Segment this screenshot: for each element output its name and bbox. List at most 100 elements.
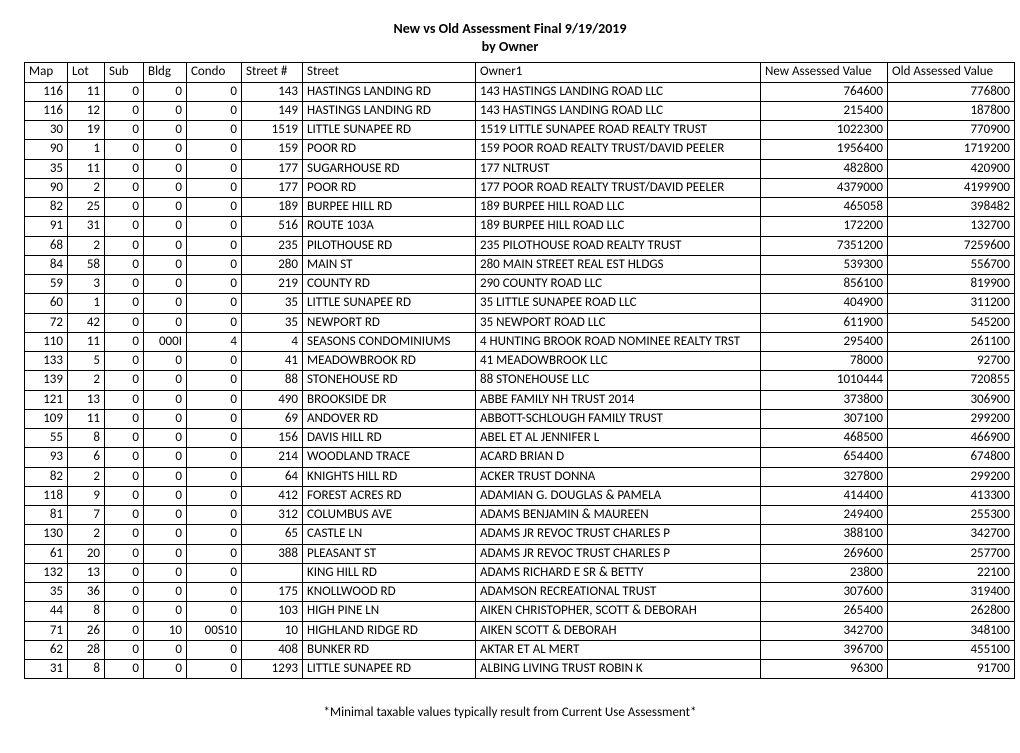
cell: ACARD BRIAN D	[476, 448, 761, 467]
cell: 12	[68, 101, 105, 120]
col-header-bldg: Bldg	[144, 63, 187, 82]
table-row: 448000103HIGH PINE LNAIKEN CHRISTOPHER, …	[25, 602, 1015, 621]
cell: 90	[25, 178, 68, 197]
cell: 261100	[888, 332, 1015, 351]
cell: 0	[187, 82, 242, 101]
cell: CASTLE LN	[303, 525, 476, 544]
cell: 84	[25, 255, 68, 274]
cell: 307100	[761, 409, 888, 428]
cell: BUNKER RD	[303, 640, 476, 659]
table-row: 1189000412FOREST ACRES RDADAMIAN G. DOUG…	[25, 486, 1015, 505]
table-row: 3180001293LITTLE SUNAPEE RDALBING LIVING…	[25, 660, 1015, 679]
cell: 0	[187, 640, 242, 659]
cell: 41 MEADOWBROOK LLC	[476, 352, 761, 371]
cell: 177	[242, 159, 303, 178]
cell: 0	[105, 352, 144, 371]
cell: 177 POOR ROAD REALTY TRUST/DAVID PEELER	[476, 178, 761, 197]
cell: 0	[105, 583, 144, 602]
cell: 1293	[242, 660, 303, 679]
cell: 0	[187, 486, 242, 505]
cell: 10	[144, 621, 187, 640]
cell: 4	[187, 332, 242, 351]
cell: BURPEE HILL RD	[303, 198, 476, 217]
cell: 139	[25, 371, 68, 390]
cell: COLUMBUS AVE	[303, 506, 476, 525]
cell: 26	[68, 621, 105, 640]
cell: 215400	[761, 101, 888, 120]
cell: 9	[68, 486, 105, 505]
cell: 0	[105, 294, 144, 313]
col-header-stnum: Street #	[242, 63, 303, 82]
cell: 0	[187, 352, 242, 371]
cell: 0	[144, 429, 187, 448]
cell: 35	[25, 583, 68, 602]
cell: 0	[105, 506, 144, 525]
cell: 0	[187, 121, 242, 140]
table-body: 11611000143HASTINGS LANDING RD143 HASTIN…	[25, 82, 1015, 679]
cell: LITTLE SUNAPEE RD	[303, 121, 476, 140]
col-header-new: New Assessed Value	[761, 63, 888, 82]
table-row: 6120000388PLEASANT STADAMS JR REVOC TRUS…	[25, 544, 1015, 563]
cell: 8	[68, 602, 105, 621]
cell: 311200	[888, 294, 1015, 313]
table-row: 11611000143HASTINGS LANDING RD143 HASTIN…	[25, 82, 1015, 101]
cell: 0	[187, 255, 242, 274]
cell: 269600	[761, 544, 888, 563]
cell: 0	[187, 563, 242, 582]
cell: 7	[68, 506, 105, 525]
cell: 0	[144, 159, 187, 178]
cell: 35 NEWPORT ROAD LLC	[476, 313, 761, 332]
table-row: 902000177POOR RD177 POOR ROAD REALTY TRU…	[25, 178, 1015, 197]
cell: 249400	[761, 506, 888, 525]
cell: 143 HASTINGS LANDING ROAD LLC	[476, 101, 761, 120]
table-row: 13213000KING HILL RDADAMS RICHARD E SR &…	[25, 563, 1015, 582]
cell: 0	[144, 82, 187, 101]
cell: 88 STONEHOUSE LLC	[476, 371, 761, 390]
cell: 611900	[761, 313, 888, 332]
cell: 0	[144, 255, 187, 274]
table-header-row: Map Lot Sub Bldg Condo Street # Street O…	[25, 63, 1015, 82]
cell: 0	[187, 525, 242, 544]
cell: 0	[105, 660, 144, 679]
table-row: 901000159POOR RD159 POOR ROAD REALTY TRU…	[25, 140, 1015, 159]
cell: 4	[242, 332, 303, 351]
cell: 0	[105, 429, 144, 448]
cell: 172200	[761, 217, 888, 236]
cell: 312	[242, 506, 303, 525]
cell: 61	[25, 544, 68, 563]
cell: 280	[242, 255, 303, 274]
cell: 130	[25, 525, 68, 544]
cell: 20	[68, 544, 105, 563]
cell: ADAMIAN G. DOUGLAS & PAMELA	[476, 486, 761, 505]
cell: 0	[187, 159, 242, 178]
cell: 327800	[761, 467, 888, 486]
cell: 1519	[242, 121, 303, 140]
cell: 307600	[761, 583, 888, 602]
cell: 0	[144, 352, 187, 371]
cell: 132700	[888, 217, 1015, 236]
cell: COUNTY RD	[303, 275, 476, 294]
col-header-old: Old Assessed Value	[888, 63, 1015, 82]
cell: 41	[242, 352, 303, 371]
cell: 342700	[761, 621, 888, 640]
cell: ABBE FAMILY NH TRUST 2014	[476, 390, 761, 409]
cell: FOREST ACRES RD	[303, 486, 476, 505]
cell: 175	[242, 583, 303, 602]
cell: 388100	[761, 525, 888, 544]
cell: 0	[144, 390, 187, 409]
cell: POOR RD	[303, 140, 476, 159]
assessment-table: Map Lot Sub Bldg Condo Street # Street O…	[24, 62, 1015, 679]
cell: 265400	[761, 602, 888, 621]
cell: 42	[68, 313, 105, 332]
cell: 1022300	[761, 121, 888, 140]
cell: 556700	[888, 255, 1015, 274]
cell: 0	[144, 544, 187, 563]
cell: 91	[25, 217, 68, 236]
cell: 0	[187, 583, 242, 602]
cell: 0	[144, 140, 187, 159]
cell: 35	[25, 159, 68, 178]
cell: 0	[144, 486, 187, 505]
cell: 255300	[888, 506, 1015, 525]
cell: 8	[68, 429, 105, 448]
cell: 90	[25, 140, 68, 159]
